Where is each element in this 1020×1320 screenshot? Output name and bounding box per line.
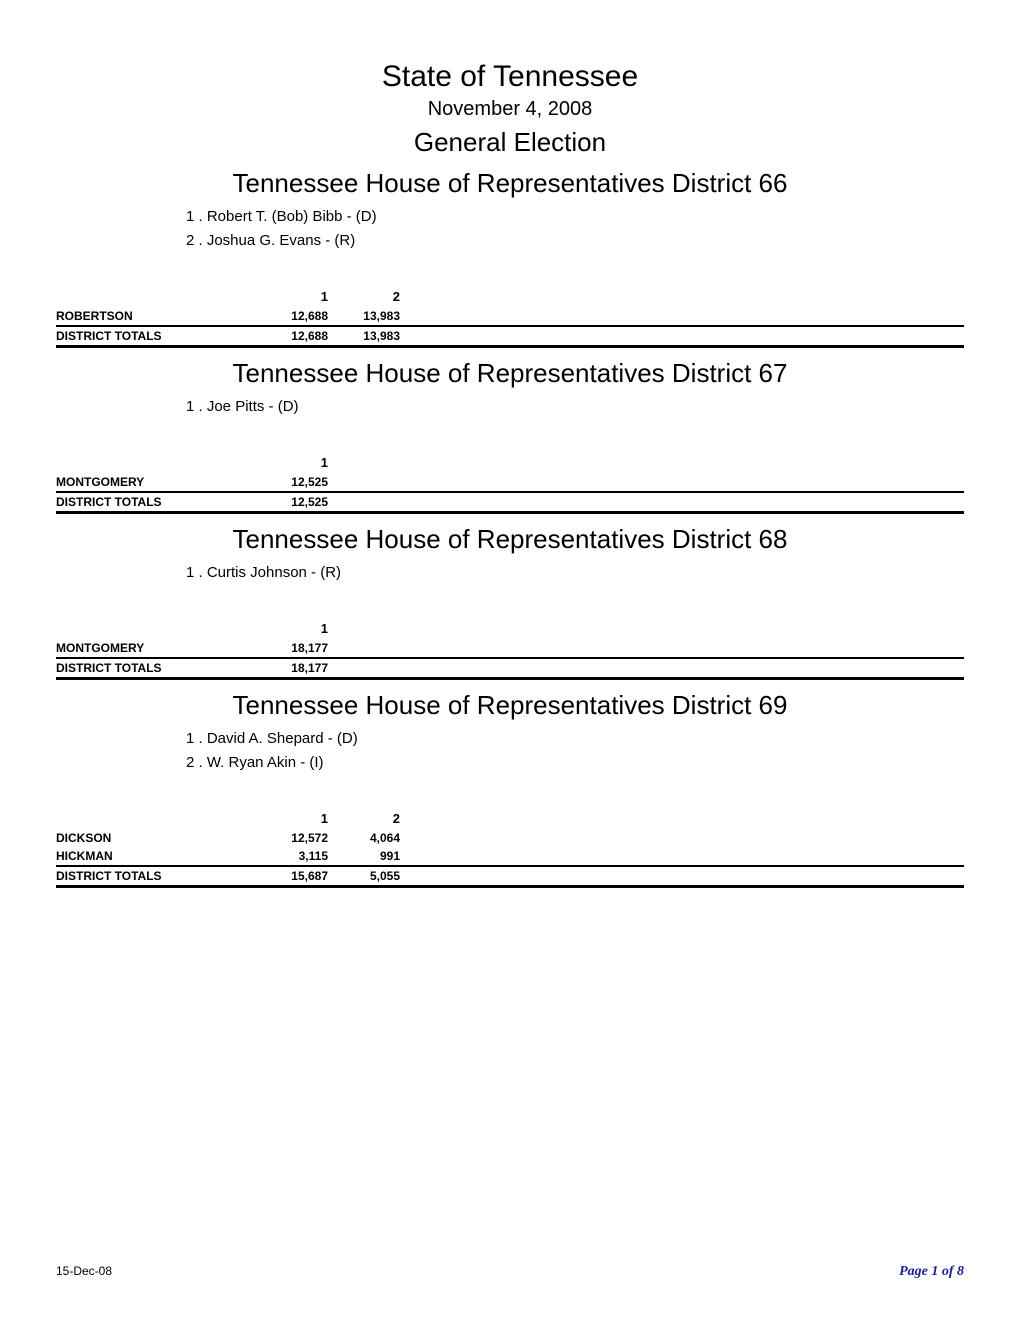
district-title: Tennessee House of Representatives Distr… — [56, 358, 964, 389]
state-title: State of Tennessee — [56, 60, 964, 94]
row-label: ROBERTSON — [56, 307, 256, 326]
page-number: Page 1 of 8 — [899, 1264, 964, 1280]
totals-row: DISTRICT TOTALS15,6875,055 — [56, 866, 964, 887]
row-value: 4,064 — [328, 829, 400, 847]
candidate-line: 1 . Curtis Johnson - (R) — [186, 561, 964, 585]
totals-value: 15,687 — [256, 866, 328, 887]
page-footer: 15-Dec-08 Page 1 of 8 — [56, 1264, 964, 1280]
row-value: 13,983 — [328, 307, 400, 326]
totals-row: DISTRICT TOTALS18,177 — [56, 658, 964, 679]
row-value: 991 — [328, 847, 400, 866]
col-header: 1 — [256, 287, 328, 307]
col-header: 1 — [256, 809, 328, 829]
districts-container: Tennessee House of Representatives Distr… — [56, 168, 964, 888]
row-label: MONTGOMERY — [56, 639, 256, 658]
totals-label: DISTRICT TOTALS — [56, 326, 256, 347]
totals-label: DISTRICT TOTALS — [56, 866, 256, 887]
table-row: HICKMAN3,115991 — [56, 847, 964, 866]
row-value: 12,525 — [256, 473, 328, 492]
totals-value: 5,055 — [328, 866, 400, 887]
page-header: State of Tennessee November 4, 2008 Gene… — [56, 60, 964, 158]
row-value: 18,177 — [256, 639, 328, 658]
row-value: 3,115 — [256, 847, 328, 866]
row-value: 12,688 — [256, 307, 328, 326]
results-table: 1MONTGOMERY12,525DISTRICT TOTALS12,525 — [56, 453, 964, 514]
table-row: DICKSON12,5724,064 — [56, 829, 964, 847]
results-table: 12ROBERTSON12,68813,983DISTRICT TOTALS12… — [56, 287, 964, 348]
results-table: 1MONTGOMERY18,177DISTRICT TOTALS18,177 — [56, 619, 964, 680]
row-value: 12,572 — [256, 829, 328, 847]
table-row: MONTGOMERY12,525 — [56, 473, 964, 492]
district-block: Tennessee House of Representatives Distr… — [56, 524, 964, 680]
col-header: 1 — [256, 453, 328, 473]
col-header: 2 — [328, 287, 400, 307]
totals-label: DISTRICT TOTALS — [56, 658, 256, 679]
district-block: Tennessee House of Representatives Distr… — [56, 358, 964, 514]
col-header-label — [56, 453, 256, 473]
totals-value: 12,688 — [256, 326, 328, 347]
candidate-list: 1 . Curtis Johnson - (R) — [186, 561, 964, 585]
row-label: HICKMAN — [56, 847, 256, 866]
candidate-line: 2 . Joshua G. Evans - (R) — [186, 229, 964, 253]
table-row: MONTGOMERY18,177 — [56, 639, 964, 658]
row-label: MONTGOMERY — [56, 473, 256, 492]
district-title: Tennessee House of Representatives Distr… — [56, 168, 964, 199]
row-label: DICKSON — [56, 829, 256, 847]
totals-value: 18,177 — [256, 658, 328, 679]
totals-row: DISTRICT TOTALS12,68813,983 — [56, 326, 964, 347]
candidate-list: 1 . Robert T. (Bob) Bibb - (D)2 . Joshua… — [186, 205, 964, 253]
totals-value: 12,525 — [256, 492, 328, 513]
totals-label: DISTRICT TOTALS — [56, 492, 256, 513]
election-title: General Election — [56, 127, 964, 158]
results-table: 12DICKSON12,5724,064HICKMAN3,115991DISTR… — [56, 809, 964, 888]
totals-row: DISTRICT TOTALS12,525 — [56, 492, 964, 513]
col-header: 2 — [328, 809, 400, 829]
district-block: Tennessee House of Representatives Distr… — [56, 168, 964, 348]
district-block: Tennessee House of Representatives Distr… — [56, 690, 964, 888]
col-header-label — [56, 287, 256, 307]
footer-date: 15-Dec-08 — [56, 1264, 112, 1280]
candidate-line: 2 . W. Ryan Akin - (I) — [186, 751, 964, 775]
col-header: 1 — [256, 619, 328, 639]
col-header-label — [56, 619, 256, 639]
table-row: ROBERTSON12,68813,983 — [56, 307, 964, 326]
candidate-list: 1 . Joe Pitts - (D) — [186, 395, 964, 419]
col-header-label — [56, 809, 256, 829]
district-title: Tennessee House of Representatives Distr… — [56, 690, 964, 721]
candidate-line: 1 . David A. Shepard - (D) — [186, 727, 964, 751]
election-date: November 4, 2008 — [56, 98, 964, 121]
candidate-list: 1 . David A. Shepard - (D)2 . W. Ryan Ak… — [186, 727, 964, 775]
totals-value: 13,983 — [328, 326, 400, 347]
candidate-line: 1 . Joe Pitts - (D) — [186, 395, 964, 419]
candidate-line: 1 . Robert T. (Bob) Bibb - (D) — [186, 205, 964, 229]
district-title: Tennessee House of Representatives Distr… — [56, 524, 964, 555]
